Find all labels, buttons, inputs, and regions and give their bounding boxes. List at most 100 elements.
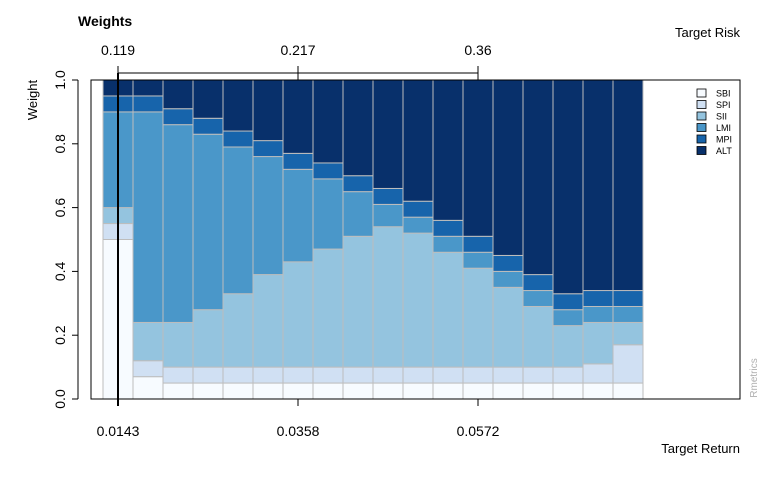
bar-segment-alt-11 <box>402 79 434 202</box>
bar-segment-spi-2 <box>132 360 164 378</box>
y-axis-label: Weight <box>25 80 40 121</box>
bar-segment-lmi-10 <box>372 203 404 228</box>
bar-segment-mpi-18 <box>612 290 644 307</box>
bar-segment-lmi-9 <box>342 191 374 237</box>
bar-segment-spi-4 <box>192 366 224 384</box>
bar-segment-sii-8 <box>312 248 344 368</box>
bar-segment-sbi-11 <box>402 382 434 400</box>
y-tick-label-2: 0.4 <box>52 261 68 281</box>
bar-segment-sbi-16 <box>552 382 584 400</box>
bar-segment-sii-7 <box>282 261 314 368</box>
legend-label-mpi: MPI <box>716 135 732 145</box>
y-tick-label-1: 0.2 <box>52 325 68 345</box>
bar-segment-sii-2 <box>132 321 164 362</box>
bar-segment-sbi-14 <box>492 382 524 400</box>
bar-segment-sbi-7 <box>282 382 314 400</box>
bar-segment-mpi-15 <box>522 274 554 292</box>
bar-segment-lmi-11 <box>402 216 434 234</box>
bar-segment-sbi-3 <box>162 382 194 400</box>
bar-segment-mpi-7 <box>282 152 314 170</box>
bar-segment-lmi-2 <box>132 111 164 323</box>
bar-segment-mpi-16 <box>552 293 584 311</box>
bar-segment-mpi-11 <box>402 200 434 218</box>
top-tick-label-1: 0.217 <box>280 42 315 58</box>
bottom-axis-label: Target Return <box>661 441 740 456</box>
bar-segment-sii-15 <box>522 305 554 368</box>
bar-segment-alt-3 <box>162 79 194 110</box>
bar-segment-lmi-5 <box>222 146 254 295</box>
bar-segment-alt-7 <box>282 79 314 154</box>
bar-segment-alt-17 <box>582 79 614 292</box>
bar-segment-alt-10 <box>372 79 404 189</box>
bar-segment-alt-12 <box>432 79 464 221</box>
top-tick-label-2: 0.36 <box>464 42 491 58</box>
y-tick-label-4: 0.8 <box>52 134 68 154</box>
bar-segment-spi-7 <box>282 366 314 384</box>
bar-segment-alt-15 <box>522 79 554 276</box>
bar-segment-mpi-10 <box>372 187 404 205</box>
bar-segment-lmi-4 <box>192 133 224 311</box>
bar-segment-sbi-6 <box>252 382 284 400</box>
bar-segment-sii-10 <box>372 226 404 368</box>
legend-swatch-lmi <box>696 123 707 132</box>
bar-segment-sii-13 <box>462 267 494 368</box>
bar-segment-sii-3 <box>162 321 194 368</box>
legend-label-spi: SPI <box>716 100 731 110</box>
bar-segment-sbi-17 <box>582 382 614 400</box>
chart-title: Weights <box>78 13 132 29</box>
bar-segment-lmi-8 <box>312 178 344 250</box>
bar-segment-spi-11 <box>402 366 434 384</box>
bar-segment-alt-8 <box>312 79 344 164</box>
bar-segment-sbi-5 <box>222 382 254 400</box>
bar-segment-sii-14 <box>492 286 524 368</box>
bar-segment-lmi-7 <box>282 168 314 263</box>
bar-segment-mpi-13 <box>462 235 494 253</box>
bar-segment-mpi-6 <box>252 140 284 158</box>
bar-segment-mpi-8 <box>312 162 344 180</box>
bar-segment-alt-14 <box>492 79 524 256</box>
bar-segment-sii-4 <box>192 309 224 368</box>
legend-label-lmi: LMI <box>716 123 731 133</box>
bar-segment-sbi-4 <box>192 382 224 400</box>
bar-segment-spi-16 <box>552 366 584 384</box>
axes-group: 0.0 0.2 0.4 0.6 0.8 1.0 0.0143 0.0358 0.0572 0.11… <box>52 42 741 439</box>
bar-segment-sii-18 <box>612 321 644 346</box>
bar-segment-lmi-12 <box>432 235 464 253</box>
bar-segment-lmi-14 <box>492 270 524 288</box>
bar-segment-lmi-16 <box>552 309 584 327</box>
bar-segment-mpi-4 <box>192 117 224 135</box>
bar-segment-sbi-8 <box>312 382 344 400</box>
bar-segment-sii-12 <box>432 251 464 368</box>
y-tick-label-5: 1.0 <box>52 70 68 90</box>
bar-segment-sii-16 <box>552 325 584 368</box>
bar-segment-spi-15 <box>522 366 554 384</box>
bar-segment-spi-5 <box>222 366 254 384</box>
credit-label: Rmetrics <box>749 358 760 397</box>
y-tick-label-3: 0.6 <box>52 198 68 218</box>
bar-segment-sbi-10 <box>372 382 404 400</box>
legend-label-alt: ALT <box>716 146 732 156</box>
legend-swatch-sbi <box>696 88 707 98</box>
y-tick-label-0: 0.0 <box>52 389 68 409</box>
legend-label-sbi: SBI <box>716 89 731 99</box>
bar-segment-spi-12 <box>432 366 464 384</box>
legend-swatch-spi <box>696 100 707 109</box>
bar-segment-mpi-14 <box>492 254 524 272</box>
top-tick-label-0: 0.119 <box>101 42 135 58</box>
bar-segment-spi-10 <box>372 366 404 384</box>
bar-segment-mpi-17 <box>582 290 614 307</box>
bottom-tick-label-1: 0.0358 <box>277 423 320 439</box>
legend-label-sii: SII <box>716 112 727 122</box>
bar-segment-mpi-5 <box>222 130 254 148</box>
bar-segment-sii-5 <box>222 293 254 368</box>
bar-segment-spi-17 <box>582 363 614 384</box>
bar-segment-lmi-18 <box>612 305 644 323</box>
bar-segment-alt-9 <box>342 79 374 177</box>
bar-segment-alt-6 <box>252 79 284 142</box>
bar-segment-mpi-2 <box>132 95 164 113</box>
bar-segment-sbi-9 <box>342 382 374 400</box>
bar-stack-group <box>102 79 644 400</box>
bar-segment-lmi-15 <box>522 290 554 307</box>
